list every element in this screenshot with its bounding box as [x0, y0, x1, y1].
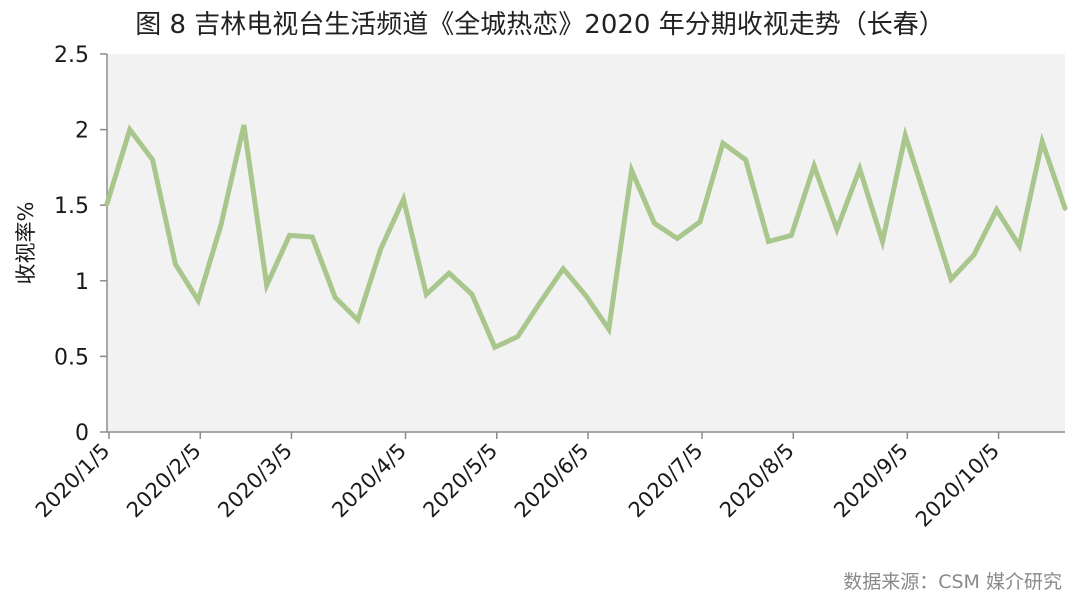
x-tick-label: 2020/8/5	[715, 439, 799, 523]
x-tick-label: 2020/3/5	[213, 439, 297, 523]
y-axis-label: 收视率%	[14, 202, 38, 285]
chart-title: 图 8 吉林电视台生活频道《全城热恋》2020 年分期收视走势（长春）	[135, 10, 945, 40]
x-tick-label: 2020/4/5	[327, 439, 411, 523]
x-axis: 2020/1/5 2020/2/5 2020/3/5 2020/4/5 2020/5/5…	[31, 431, 1065, 532]
x-tick-label: 2020/5/5	[419, 439, 503, 523]
series-layer	[104, 124, 1068, 351]
x-tick-label: 2020/6/5	[510, 439, 594, 523]
y-axis: 0 0.5 1 1.5 2 2.5	[54, 43, 108, 446]
y-tick-label: 1	[75, 270, 89, 295]
y-tick-label: 2.5	[54, 43, 89, 68]
y-tick-label: 0.5	[54, 345, 89, 370]
y-tick-label: 1.5	[54, 194, 89, 219]
x-tick-label: 2020/1/5	[31, 439, 115, 523]
x-tick-label: 2020/2/5	[122, 439, 206, 523]
y-tick-label: 0	[75, 421, 89, 446]
x-tick-label: 2020/10/5	[911, 439, 1004, 532]
source-note: 数据来源：CSM 媒介研究	[843, 571, 1062, 593]
y-tick-label: 2	[75, 119, 89, 144]
series-line	[104, 124, 1068, 351]
x-tick-label: 2020/9/5	[829, 439, 913, 523]
x-tick-label: 2020/7/5	[624, 439, 708, 523]
plot-area	[107, 54, 1065, 432]
